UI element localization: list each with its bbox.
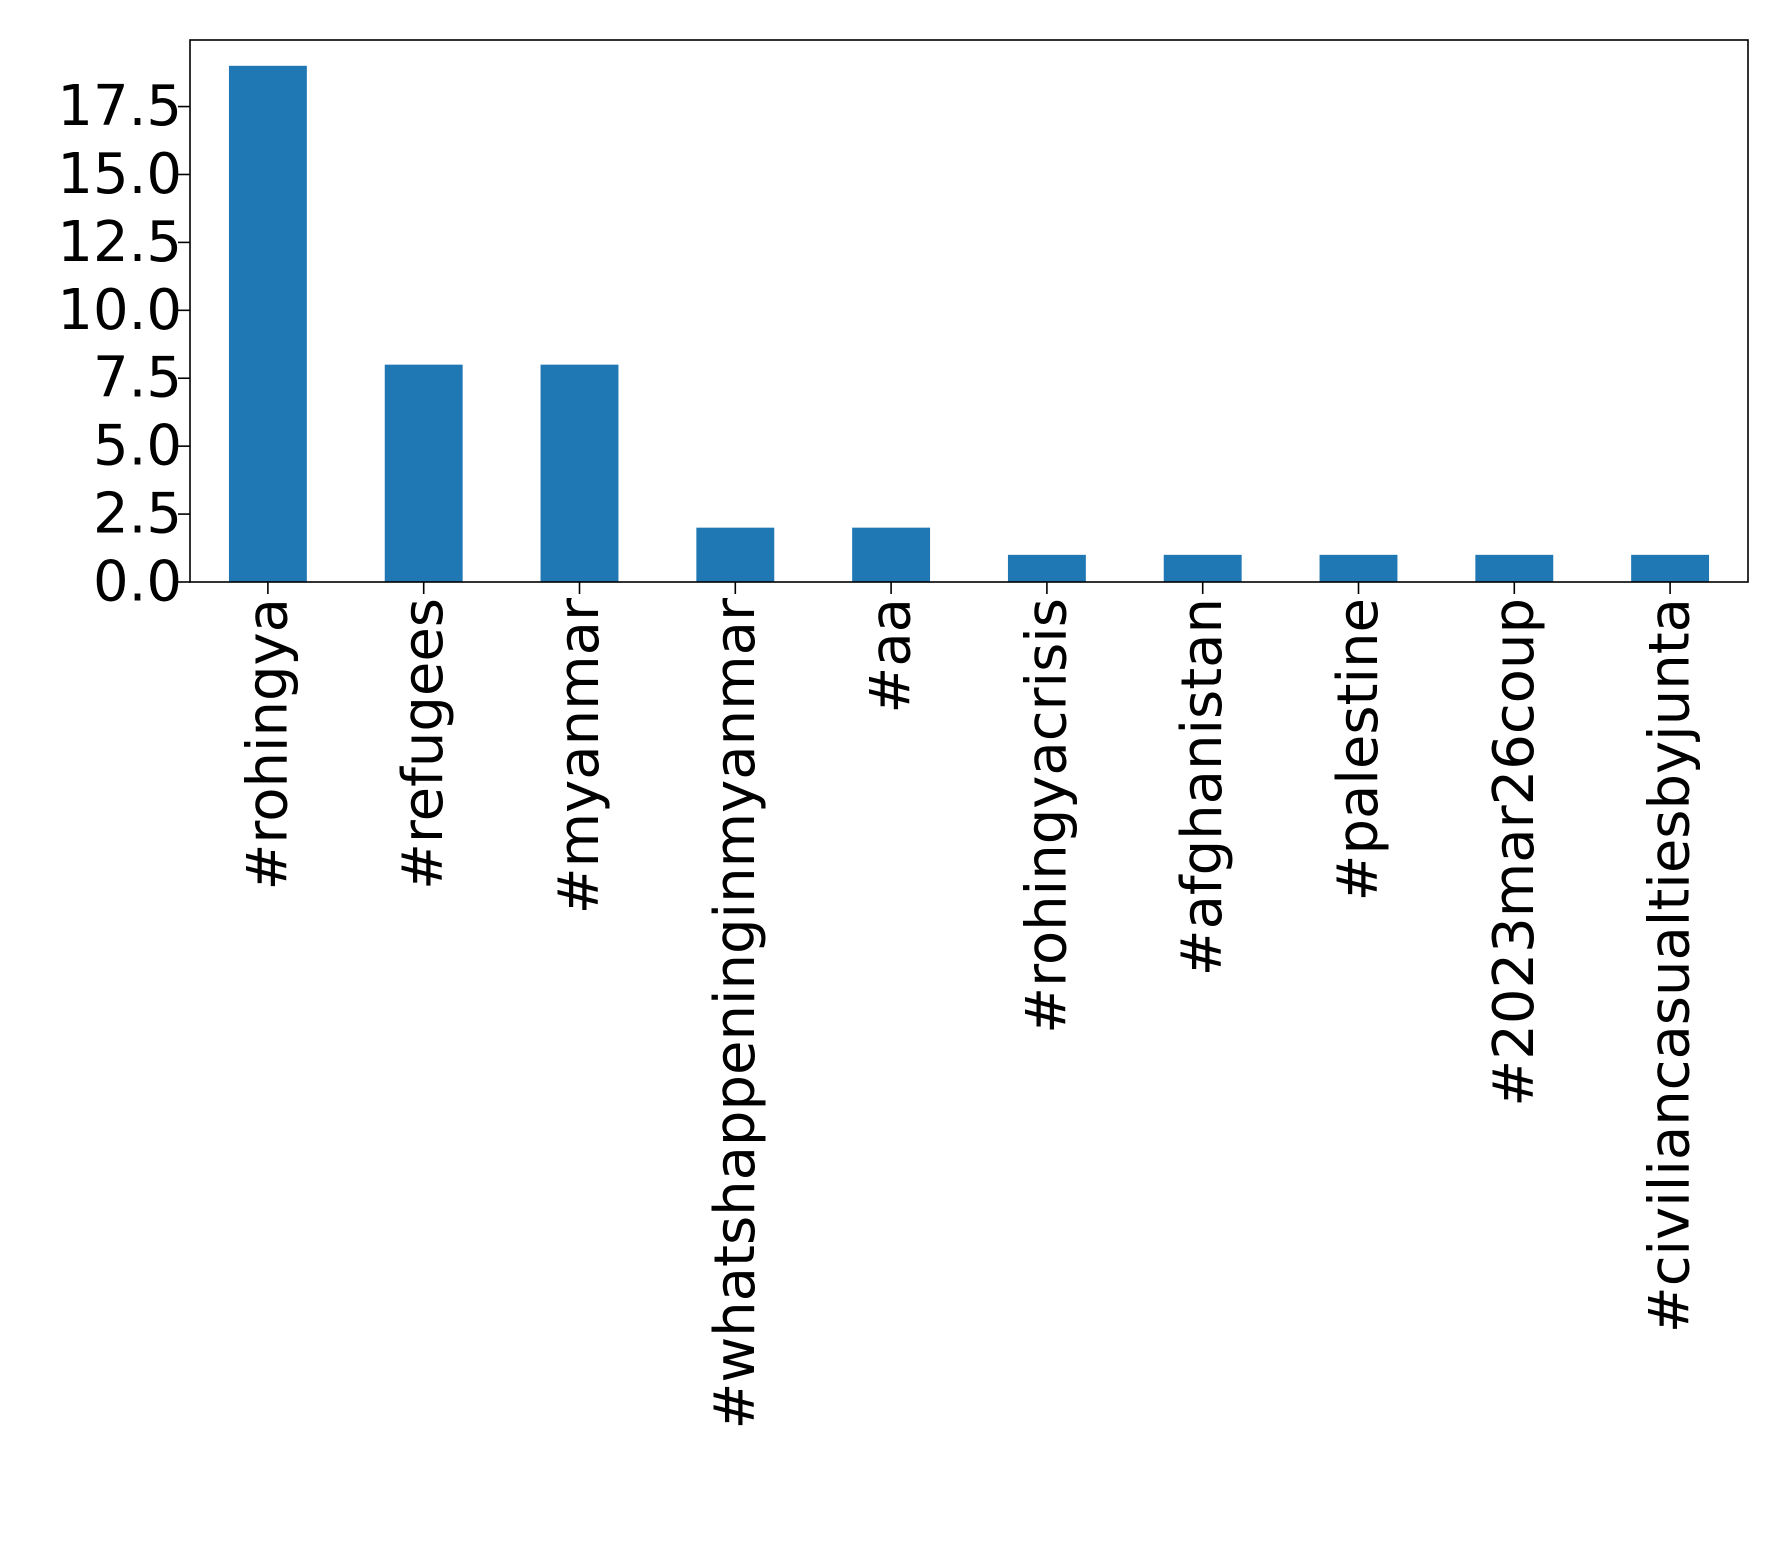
x-tick-label: #aa (859, 598, 924, 714)
y-tick-label: 15.0 (57, 142, 182, 207)
x-tick-label: #2023mar26coup (1482, 598, 1547, 1107)
x-axis-ticks: #rohingya #refugees #myanmar #whatshappenin… (235, 582, 1703, 1430)
x-tick-label: #rohingyacrisis (1014, 598, 1079, 1034)
bar-palestine (1319, 554, 1398, 582)
x-tick-label: #rohingya (235, 598, 300, 891)
y-tick-label: 5.0 (93, 414, 182, 479)
x-tick-label: #palestine (1326, 598, 1391, 901)
x-tick-label: #civiliancasualtiesbyjunta (1638, 598, 1703, 1333)
y-tick-label: 0.0 (93, 550, 182, 615)
y-tick-label: 10.0 (57, 278, 182, 343)
bar-rohingya (228, 65, 307, 583)
x-tick-label: #refugees (391, 598, 456, 890)
bar-whatshappeninginmyanmar (696, 527, 775, 582)
x-tick-label: #afghanistan (1170, 598, 1235, 976)
bars (228, 65, 1710, 583)
bar-refugees (384, 364, 463, 582)
x-tick-label: #whatshappeninginmyanmar (703, 597, 768, 1430)
bar-rohingyacrisis (1007, 554, 1086, 582)
bar-civiliancasualtiesbyjunta (1631, 554, 1710, 582)
y-tick-label: 17.5 (57, 74, 182, 139)
bar-aa (852, 527, 931, 582)
y-tick-label: 12.5 (57, 210, 182, 275)
x-tick-label: #myanmar (547, 597, 612, 914)
y-tick-label: 7.5 (93, 346, 182, 411)
bar-afghanistan (1163, 554, 1242, 582)
bar-myanmar (540, 364, 619, 582)
y-axis-ticks: 0.02.55.07.510.012.515.017.5 (57, 74, 190, 615)
axes-frame (189, 39, 1749, 583)
bar-2023mar26coup (1475, 554, 1554, 582)
y-tick-label: 2.5 (93, 482, 182, 547)
